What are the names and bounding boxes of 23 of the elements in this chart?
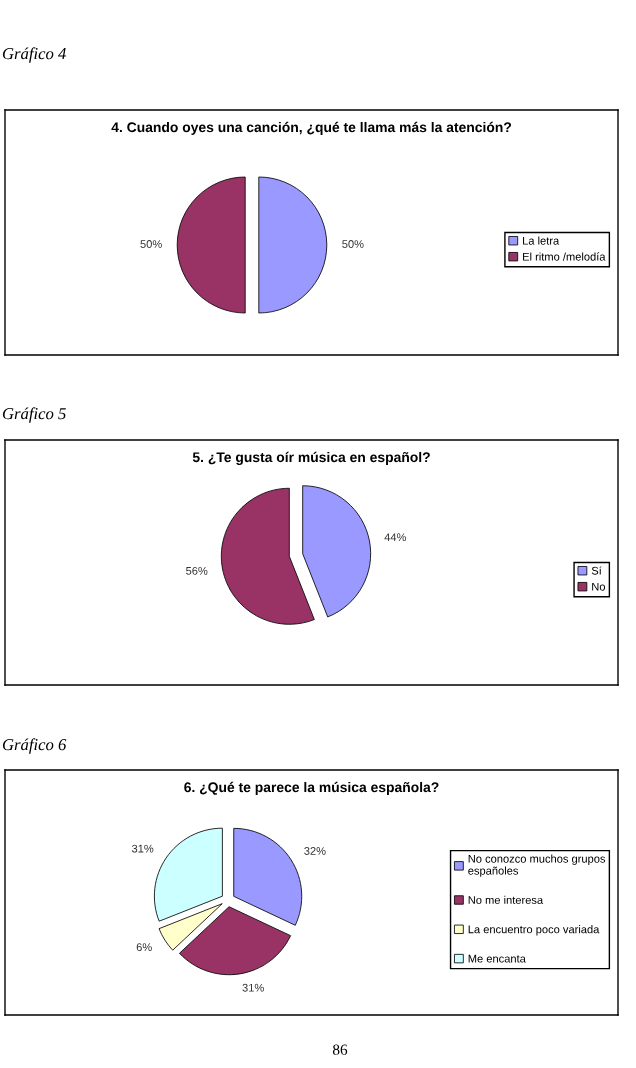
legend-label: Me encanta xyxy=(468,954,526,963)
data-label: 32% xyxy=(304,847,326,855)
chart-title: 6. ¿Qué te parece la música española? xyxy=(184,781,439,795)
text: Gráfico 5 xyxy=(2,407,66,423)
text: 86 xyxy=(332,1044,348,1055)
text: Gráfico 6 xyxy=(2,738,67,754)
data-label: 44% xyxy=(384,533,407,542)
data-label: 31% xyxy=(242,983,264,992)
data-label: 6% xyxy=(136,943,152,952)
text: Gráfico 4 xyxy=(2,47,66,63)
legend-label: El ritmo /melodía xyxy=(523,252,606,261)
data-label: 56% xyxy=(186,566,208,575)
legend-label: No xyxy=(592,582,606,591)
legend-label: La encuentro poco variada xyxy=(468,925,600,936)
chart-title: 4. Cuando oyes una canción, ¿qué te llama más la atención? xyxy=(111,121,511,135)
legend-label: No me interesa xyxy=(468,895,544,904)
data-label: 50% xyxy=(342,240,364,248)
data-label: 31% xyxy=(131,844,154,853)
legend-label: La letra xyxy=(523,236,560,245)
data-label: 50% xyxy=(140,240,162,248)
chart-title: 5. ¿Te gusta oír música en español? xyxy=(192,451,430,465)
legend-label: No conozco muchos grupos españoles xyxy=(468,854,606,877)
legend-label: Sí xyxy=(591,566,602,575)
